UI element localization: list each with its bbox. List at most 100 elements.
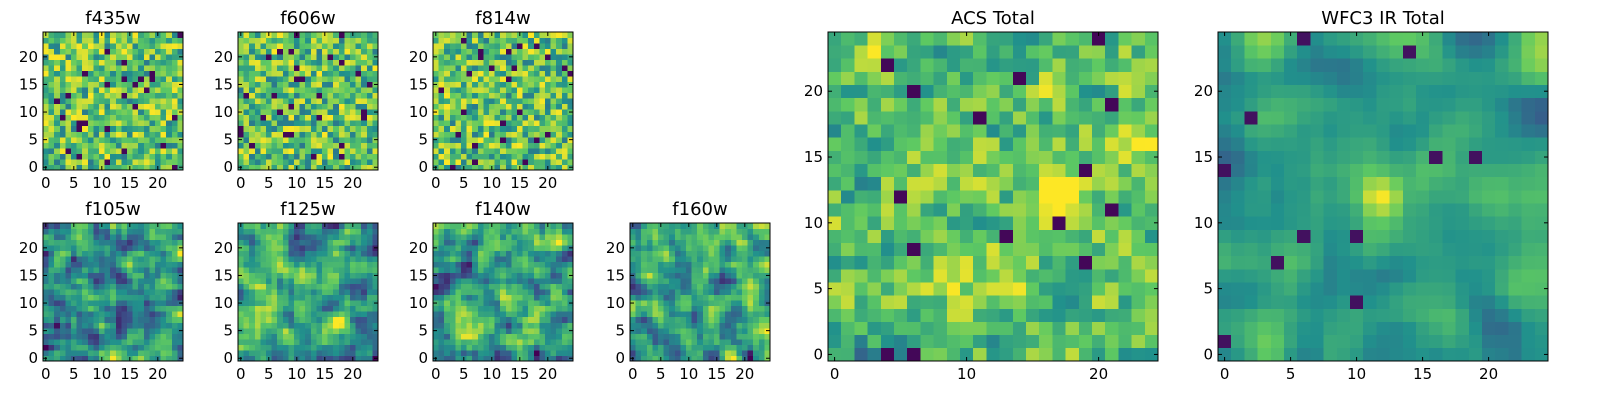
- heatmap-cell: [155, 54, 161, 60]
- heatmap-cell: [288, 65, 295, 72]
- heatmap-cell: [54, 250, 61, 257]
- heatmap-cell: [753, 272, 760, 279]
- x-tick-label: 10: [287, 365, 306, 383]
- heatmap-cell: [288, 294, 295, 301]
- heatmap-cell: [43, 267, 49, 274]
- heatmap-cell: [946, 189, 961, 204]
- heatmap-cell: [333, 43, 340, 49]
- heatmap-cell: [110, 87, 117, 94]
- heatmap-cell: [1026, 189, 1040, 204]
- x-tick-label: 15: [510, 365, 529, 383]
- heatmap-cell: [1092, 268, 1106, 283]
- heatmap-cell: [539, 278, 546, 285]
- heatmap-cell: [65, 245, 72, 251]
- heatmap-cell: [483, 43, 490, 49]
- heatmap-cell: [669, 289, 676, 296]
- heatmap-cell: [550, 239, 557, 246]
- heatmap-cell: [528, 32, 535, 38]
- heatmap-cell: [48, 267, 55, 274]
- heatmap-cell: [372, 333, 379, 340]
- heatmap-cell: [461, 98, 467, 105]
- heatmap-cell: [449, 355, 456, 362]
- heatmap-cell: [316, 278, 323, 285]
- heatmap-cell: [477, 289, 484, 296]
- heatmap-cell: [288, 256, 295, 263]
- y-tick-label: 10: [214, 294, 233, 312]
- heatmap-cell: [43, 283, 49, 290]
- heatmap-cell: [115, 338, 122, 345]
- heatmap-cell: [550, 305, 557, 312]
- heatmap-cell: [344, 261, 351, 268]
- heatmap-cell: [322, 43, 328, 49]
- x-tick-label: 20: [538, 365, 557, 383]
- heatmap-cell: [444, 322, 451, 329]
- heatmap-cell: [630, 267, 636, 274]
- heatmap-cell: [725, 239, 732, 246]
- heatmap-cell: [702, 267, 709, 274]
- heatmap-cell: [305, 283, 312, 290]
- heatmap-cell: [880, 216, 895, 230]
- heatmap-cell: [277, 54, 284, 60]
- heatmap-cell: [65, 164, 72, 171]
- x-tick-label: 15: [120, 365, 139, 383]
- heatmap-cell: [333, 300, 340, 307]
- heatmap-cell: [533, 48, 540, 55]
- heatmap-cell: [355, 125, 362, 132]
- heatmap-cell: [59, 142, 66, 149]
- heatmap-cell: [127, 338, 133, 345]
- heatmap-cell: [155, 136, 161, 143]
- heatmap-cell: [166, 142, 173, 149]
- heatmap-cell: [327, 125, 334, 132]
- heatmap-cell: [271, 76, 278, 83]
- heatmap-cell: [149, 250, 156, 257]
- heatmap-cell: [43, 98, 49, 105]
- heatmap-cell: [294, 316, 300, 323]
- heatmap-cell: [71, 59, 77, 66]
- heatmap-cell: [1026, 308, 1040, 322]
- heatmap-cell: [550, 103, 557, 110]
- heatmap-cell: [561, 305, 568, 312]
- heatmap-cell: [288, 81, 295, 88]
- y-tick-label: 0: [223, 349, 233, 367]
- heatmap-cell: [344, 289, 351, 296]
- heatmap-cell: [528, 234, 535, 240]
- heatmap-cell: [177, 65, 184, 72]
- heatmap-cell: [444, 344, 451, 351]
- heatmap-cell: [171, 272, 178, 279]
- heatmap-cell: [708, 355, 715, 362]
- heatmap-cell: [361, 164, 368, 171]
- heatmap-cell: [466, 239, 473, 246]
- heatmap-cell: [138, 43, 145, 49]
- heatmap-cell: [254, 278, 261, 285]
- heatmap-cell: [455, 223, 462, 229]
- heatmap-cell: [697, 239, 704, 246]
- heatmap-cell: [104, 256, 111, 263]
- heatmap-cell: [539, 338, 546, 345]
- heatmap-cell: [121, 87, 128, 94]
- heatmap-cell: [166, 239, 173, 246]
- heatmap-cell: [327, 283, 334, 290]
- heatmap-cell: [171, 294, 178, 301]
- heatmap-cell: [322, 344, 328, 351]
- heatmap-cell: [1105, 163, 1119, 178]
- heatmap-cell: [48, 81, 55, 88]
- heatmap-cell: [719, 228, 726, 235]
- heatmap-cell: [641, 223, 648, 229]
- heatmap-cell: [697, 333, 704, 340]
- heatmap-cell: [539, 283, 546, 290]
- heatmap-cell: [76, 153, 83, 160]
- heatmap-cell: [132, 305, 139, 312]
- heatmap-cell: [266, 114, 272, 121]
- heatmap-cell: [338, 48, 345, 55]
- heatmap-cell: [93, 37, 100, 44]
- heatmap-cell: [361, 103, 368, 110]
- heatmap-cell: [99, 267, 105, 274]
- heatmap-cell: [71, 305, 77, 312]
- heatmap-cell: [533, 283, 540, 290]
- heatmap-cell: [310, 76, 317, 83]
- heatmap-cell: [556, 300, 563, 307]
- y-tick-label: 10: [409, 294, 428, 312]
- heatmap-cell: [99, 81, 105, 88]
- heatmap-cell: [444, 164, 451, 171]
